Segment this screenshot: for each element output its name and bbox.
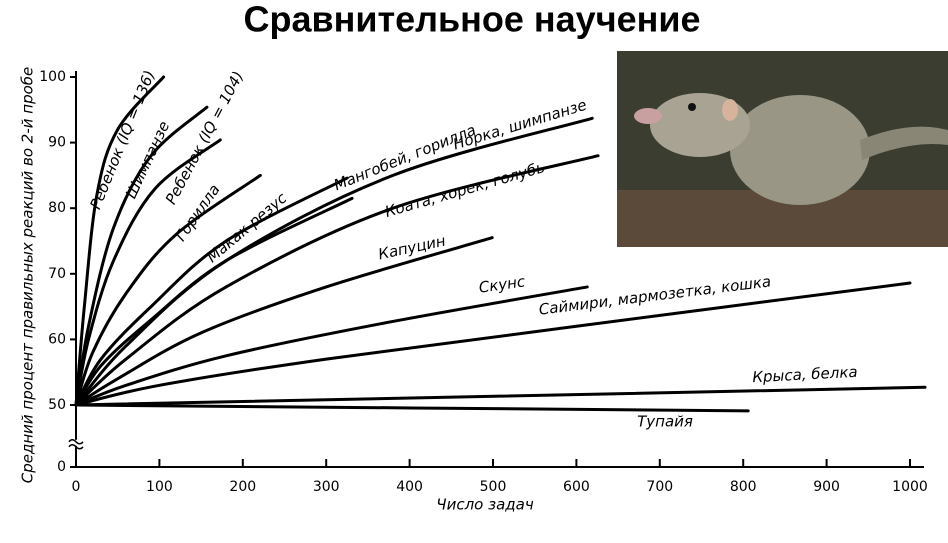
series-label: Крыса, белка: [752, 363, 858, 386]
x-tick-label: 700: [646, 479, 673, 495]
y-tick-label: 0: [57, 459, 66, 475]
series-line: [74, 75, 166, 407]
y-tick-label: 50: [48, 397, 66, 413]
series-line: [74, 281, 912, 407]
x-tick-label: 500: [480, 479, 507, 495]
series-line: [74, 138, 222, 407]
series-line: [74, 116, 594, 407]
y-tick-label: 100: [39, 69, 66, 85]
x-tick-label: 100: [146, 479, 173, 495]
series-line: [74, 385, 927, 407]
axis-break: [68, 439, 84, 450]
x-axis-label: Число задач: [436, 496, 534, 514]
y-tick-label: 60: [48, 331, 66, 347]
x-tick-label: 300: [313, 479, 340, 495]
x-tick-label: 0: [72, 479, 81, 495]
y-axis-label: Средний процент правильных реакций во 2-…: [19, 67, 37, 483]
x-tick-label: 900: [813, 479, 840, 495]
x-tick-label: 600: [563, 479, 590, 495]
series-line: [74, 154, 600, 407]
series-line: [74, 285, 589, 407]
chart-title: Сравнительное научение: [243, 0, 700, 40]
y-tick-label: 80: [48, 200, 66, 216]
series-line: [74, 105, 209, 407]
x-tick-label: 1000: [892, 479, 928, 495]
series-line: [74, 403, 750, 413]
x-tick-label: 200: [229, 479, 256, 495]
series-line: [74, 173, 262, 407]
series-line: [74, 176, 349, 407]
series-line: [74, 236, 494, 407]
x-tick-label: 400: [396, 479, 423, 495]
series-label: Тупайя: [637, 413, 693, 431]
y-tick-label: 70: [48, 266, 66, 282]
x-tick-label: 800: [730, 479, 757, 495]
y-tick-label: 90: [48, 135, 66, 151]
photo: [617, 51, 948, 247]
